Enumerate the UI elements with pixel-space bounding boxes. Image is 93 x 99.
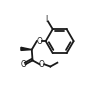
Text: O: O — [39, 60, 45, 69]
Text: O: O — [37, 37, 43, 46]
Text: O: O — [20, 60, 26, 69]
Polygon shape — [21, 47, 32, 50]
Text: I: I — [45, 15, 48, 24]
